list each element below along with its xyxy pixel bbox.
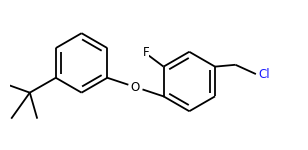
Text: O: O <box>131 81 140 94</box>
Text: Cl: Cl <box>259 68 270 81</box>
Text: F: F <box>143 46 149 59</box>
